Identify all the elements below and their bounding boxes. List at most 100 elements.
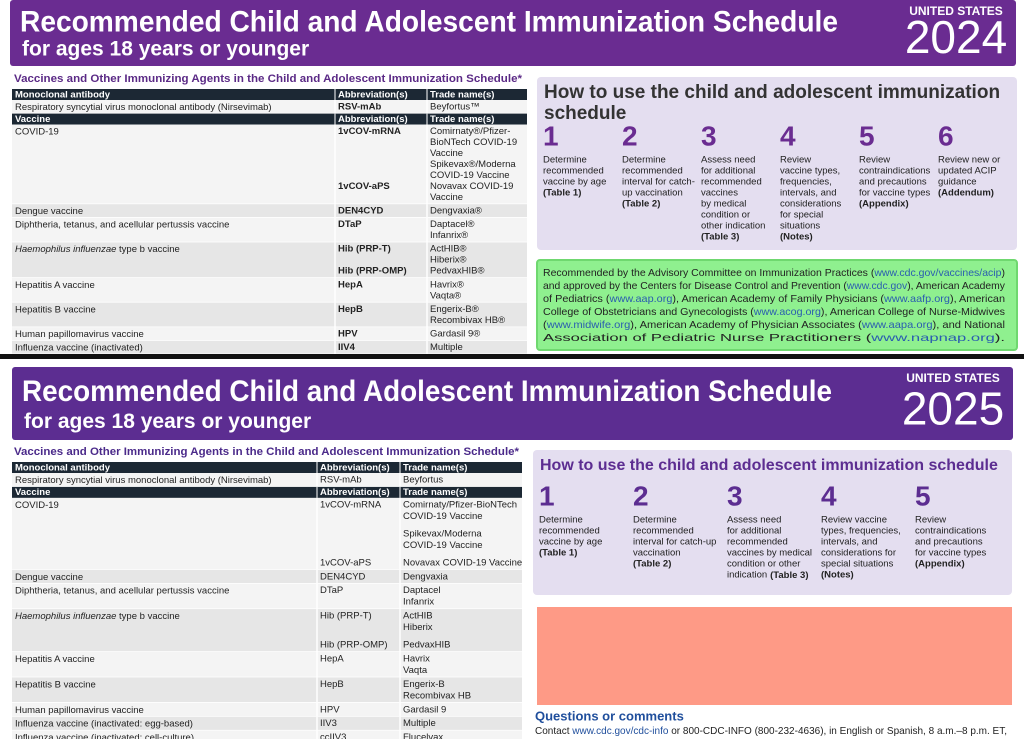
table-row bbox=[12, 217, 527, 243]
step-text: recommended bbox=[633, 526, 694, 537]
text-line: Recommended by the Advisory Committee on… bbox=[543, 267, 1005, 279]
step-text: for additional bbox=[727, 526, 781, 537]
table-row bbox=[12, 124, 527, 205]
name: Dengue vaccine bbox=[15, 206, 83, 217]
vaccine-name: Hepatitis A vaccine bbox=[15, 653, 95, 664]
trade-name: Havrix® bbox=[430, 279, 464, 290]
header-cell: Trade name(s) bbox=[403, 462, 467, 473]
vaccine-name: Hepatitis B vaccine bbox=[15, 304, 96, 315]
text-segment: ), American bbox=[950, 293, 1005, 305]
table-row bbox=[12, 652, 522, 678]
vaccine-name: Diphtheria, tetanus, and acellular pertu… bbox=[15, 219, 229, 230]
name: Hepatitis A vaccine bbox=[15, 653, 95, 664]
name: Diphtheria, tetanus, and acellular pertu… bbox=[15, 219, 229, 230]
trade-name: Infanrix® bbox=[430, 230, 468, 241]
step-text: for special bbox=[780, 210, 823, 221]
step-text: Assess need bbox=[727, 515, 781, 526]
trade-name: Beyfortus bbox=[403, 474, 443, 485]
step-text: Review bbox=[915, 515, 946, 526]
step-text: Review bbox=[780, 155, 811, 166]
step-ref: (Addendum) bbox=[938, 188, 994, 199]
abbreviation: Hib (PRP-OMP) bbox=[338, 266, 407, 277]
link: www.napnap.org bbox=[870, 332, 995, 344]
table-row bbox=[12, 100, 527, 114]
step-number: 1 bbox=[539, 480, 555, 511]
name: Influenza vaccine (inactivated) bbox=[15, 342, 143, 353]
text-segment: Association of Pediatric Nurse Practitio… bbox=[543, 332, 872, 344]
step-text: for vaccine types bbox=[859, 188, 931, 199]
trade-name: Dengvaxia bbox=[403, 571, 449, 582]
abbreviation: HepA bbox=[338, 279, 363, 290]
step-ref: (Table 1) bbox=[539, 548, 577, 559]
trade-name: COVID-19 Vaccine bbox=[403, 540, 483, 551]
link: www.cdc.gov/cdc-info bbox=[571, 725, 668, 737]
table-header bbox=[12, 89, 527, 100]
subtitle: for ages 18 years or younger bbox=[24, 410, 311, 433]
text-segment: ). bbox=[995, 332, 1005, 344]
step-number: 6 bbox=[938, 120, 954, 151]
abbreviation: IIV4 bbox=[338, 342, 356, 353]
step-text: vaccines by medical bbox=[727, 548, 812, 559]
panel-2024: Recommended Child and Adolescent Immuniz… bbox=[10, 0, 1018, 355]
step-text: and precautions bbox=[859, 177, 927, 188]
step-text: Determine bbox=[539, 515, 583, 526]
step-text: vaccination bbox=[633, 548, 681, 559]
abbreviation: RSV-mAb bbox=[320, 474, 362, 485]
link: www.cdc.gov bbox=[846, 280, 908, 292]
trade-name: COVID-19 Vaccine bbox=[430, 170, 510, 181]
text-segment: ( bbox=[543, 319, 547, 331]
how-to-box bbox=[533, 450, 1012, 595]
vaccine-name: Haemophilus influenzae type b vaccine bbox=[15, 244, 180, 255]
vaccine-name: Respiratory syncytial virus monoclonal a… bbox=[15, 101, 272, 112]
name: COVID-19 bbox=[15, 499, 59, 510]
name: Influenza vaccine (inactivated: cell-cul… bbox=[15, 732, 194, 739]
link: www.aapa.org bbox=[861, 319, 933, 331]
name: Dengue vaccine bbox=[15, 571, 83, 582]
abbreviation: HepB bbox=[338, 304, 363, 315]
approval-box bbox=[536, 259, 1018, 351]
trade-name: Spikevax/Moderna bbox=[403, 528, 482, 539]
abbreviation: 1vCOV-aPS bbox=[320, 557, 371, 568]
abbreviation: Hib (PRP-T) bbox=[338, 244, 391, 255]
trade-name: Vaccine bbox=[430, 148, 463, 159]
step-number: 2 bbox=[633, 480, 649, 511]
header-cell: Abbreviation(s) bbox=[338, 114, 408, 125]
name: Human papillomavirus vaccine bbox=[15, 704, 144, 715]
table-row bbox=[12, 497, 522, 570]
step-text: recommended bbox=[701, 177, 762, 188]
step-text: interval for catch-up bbox=[633, 537, 716, 548]
table-row bbox=[12, 242, 527, 278]
step-text: recommended bbox=[622, 166, 683, 177]
vaccine-name: Respiratory syncytial virus monoclonal a… bbox=[15, 474, 272, 485]
table-row bbox=[12, 473, 522, 487]
step-ref: (Table 1) bbox=[543, 188, 581, 199]
trade-name: Comirnaty®/Pfizer- bbox=[430, 126, 510, 137]
abbreviation: DEN4CYD bbox=[320, 571, 366, 582]
step-ref: (Table 2) bbox=[622, 199, 660, 210]
name: Respiratory syncytial virus monoclonal a… bbox=[15, 101, 272, 112]
step-text: intervals, and bbox=[821, 537, 878, 548]
step-ref: (Notes) bbox=[780, 232, 813, 243]
step-text: updated ACIP bbox=[938, 166, 997, 177]
step-text: frequencies, bbox=[780, 177, 832, 188]
step-text: and precautions bbox=[915, 537, 983, 548]
table-heading: Vaccines and Other Immunizing Agents in … bbox=[14, 446, 520, 458]
step-text: Review vaccine bbox=[821, 515, 887, 526]
how-to-title: How to use the child and adolescent immu… bbox=[544, 82, 1000, 103]
trade-name: Multiple bbox=[403, 718, 436, 729]
trade-name: Daptacel® bbox=[430, 219, 475, 230]
how-to-title: schedule bbox=[544, 103, 626, 124]
trade-name: Hiberix® bbox=[430, 255, 467, 266]
table-row bbox=[12, 204, 527, 218]
step-number: 1 bbox=[543, 120, 559, 151]
name: COVID-19 bbox=[15, 126, 59, 137]
trade-name: PedvaxHIB bbox=[403, 640, 451, 651]
banner bbox=[12, 367, 1013, 440]
text-segment: or 800-CDC-INFO (800-232-4636), in Engli… bbox=[668, 725, 1007, 737]
step-text: Determine bbox=[633, 515, 677, 526]
trade-name: Gardasil 9 bbox=[403, 704, 446, 715]
vaccine-name: Human papillomavirus vaccine bbox=[15, 329, 144, 340]
name: type b vaccine bbox=[116, 244, 179, 255]
step-ref: (Table 3) bbox=[770, 570, 808, 581]
step-text: for additional bbox=[701, 166, 755, 177]
